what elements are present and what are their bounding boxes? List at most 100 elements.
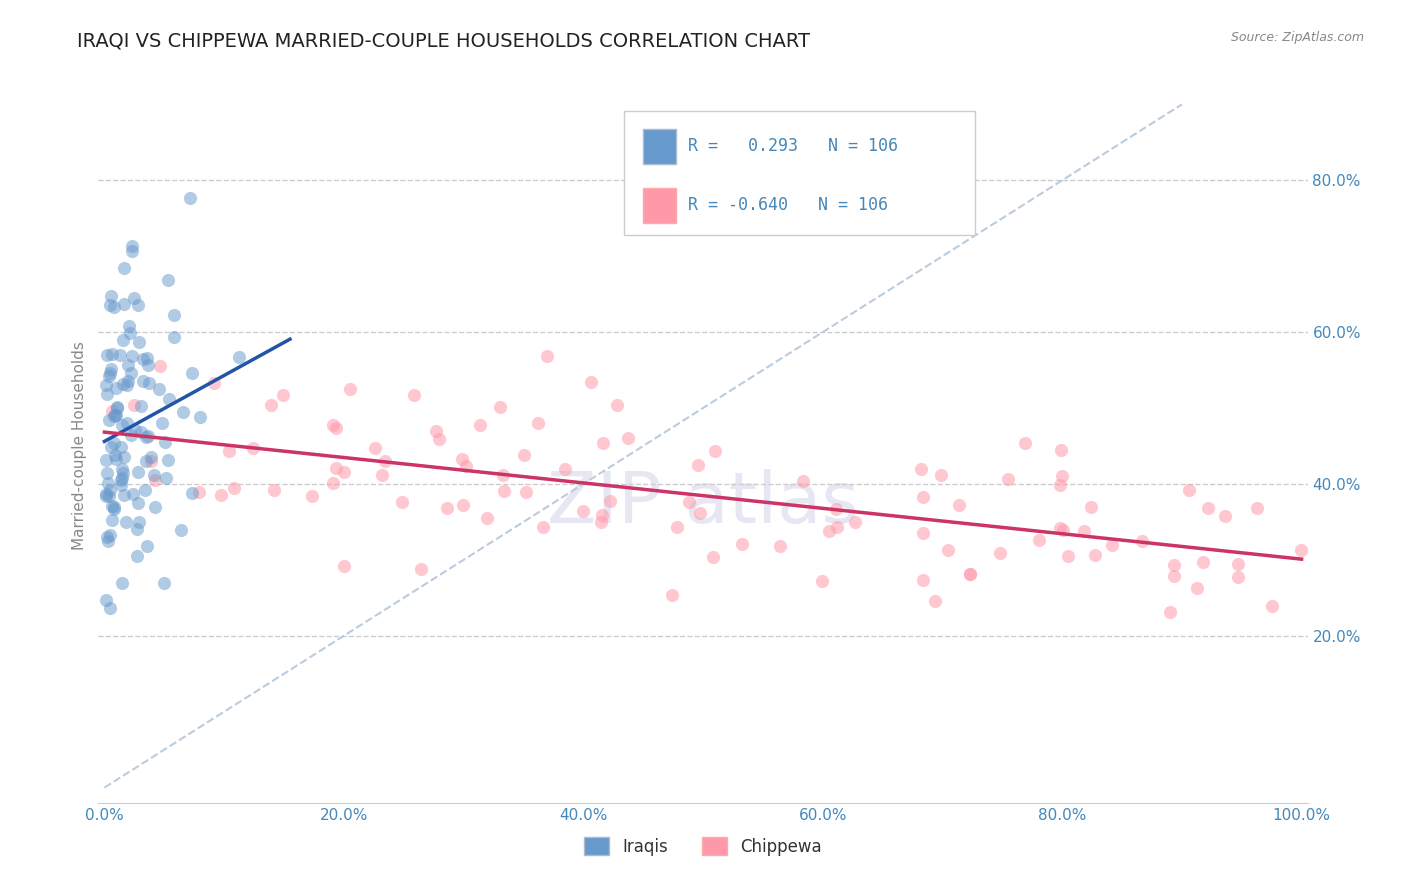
Point (404, 388, 426, 402)
Point (98, 601, 121, 615)
Point (825, 519, 848, 533)
Point (450, 452, 472, 467)
Point (1289, 542, 1312, 557)
Point (103, 409, 125, 424)
Point (115, 416, 138, 430)
Point (617, 431, 640, 445)
Point (135, 539, 157, 553)
Point (105, 452, 128, 467)
Point (136, 358, 159, 372)
Point (97, 489, 120, 503)
Point (1159, 605, 1181, 619)
Point (94, 489, 117, 503)
Point (115, 378, 138, 392)
Point (924, 594, 946, 608)
Legend: Iraqis, Chippewa: Iraqis, Chippewa (578, 830, 828, 863)
Point (202, 376, 225, 391)
Point (391, 495, 413, 509)
Point (103, 300, 125, 314)
Point (910, 462, 932, 476)
Point (1163, 569, 1185, 583)
Point (1028, 533, 1050, 548)
Point (179, 191, 201, 205)
Point (103, 500, 125, 514)
Point (339, 382, 361, 396)
Point (101, 346, 124, 360)
Point (94, 487, 117, 501)
Point (1084, 548, 1107, 562)
Point (425, 424, 447, 438)
Point (260, 398, 283, 412)
Point (139, 454, 162, 468)
Point (494, 483, 516, 498)
Point (103, 502, 125, 516)
Text: ZIP atlas: ZIP atlas (547, 468, 859, 538)
Point (515, 485, 537, 500)
Point (475, 511, 498, 525)
Point (135, 430, 157, 444)
Point (1056, 549, 1078, 564)
Point (114, 261, 136, 276)
Point (1052, 523, 1074, 537)
Point (181, 486, 204, 500)
Point (513, 449, 536, 463)
Point (948, 498, 970, 512)
Point (100, 289, 122, 303)
Point (271, 388, 294, 402)
Point (143, 473, 166, 487)
Point (592, 436, 614, 450)
Point (129, 425, 152, 439)
Point (124, 399, 146, 413)
Point (1050, 469, 1073, 483)
Point (157, 273, 180, 287)
Point (124, 423, 146, 437)
Point (374, 454, 396, 468)
Point (96, 466, 118, 480)
Point (111, 461, 134, 475)
Point (127, 496, 149, 510)
Point (120, 326, 142, 340)
Point (104, 408, 127, 422)
Point (110, 473, 132, 487)
Point (132, 374, 155, 388)
Point (591, 508, 613, 522)
Point (451, 498, 474, 512)
Point (665, 520, 688, 534)
Point (911, 491, 934, 505)
Point (97, 475, 120, 490)
Point (98, 413, 121, 427)
Point (224, 481, 246, 495)
Point (104, 381, 127, 395)
Point (96, 530, 118, 544)
Point (110, 478, 132, 492)
Point (105, 400, 128, 414)
Point (152, 576, 174, 591)
Point (143, 468, 166, 483)
Point (121, 428, 143, 442)
Point (108, 348, 131, 362)
Point (121, 239, 143, 253)
Point (135, 453, 157, 467)
Point (554, 462, 576, 476)
Point (148, 382, 170, 396)
Point (301, 489, 323, 503)
Point (1073, 524, 1095, 538)
Point (111, 467, 134, 481)
Point (228, 351, 250, 365)
Point (409, 562, 432, 576)
Point (1014, 436, 1036, 450)
Text: R =   0.293   N = 106: R = 0.293 N = 106 (689, 137, 898, 155)
Point (731, 537, 754, 551)
Point (172, 405, 194, 419)
Point (703, 444, 725, 458)
Point (100, 298, 122, 312)
Point (134, 483, 156, 498)
Point (606, 398, 628, 412)
Point (94, 593, 117, 607)
Point (579, 375, 602, 389)
Point (163, 330, 186, 344)
Point (242, 442, 264, 456)
Point (96, 348, 118, 362)
Point (571, 504, 593, 518)
Point (110, 440, 132, 454)
